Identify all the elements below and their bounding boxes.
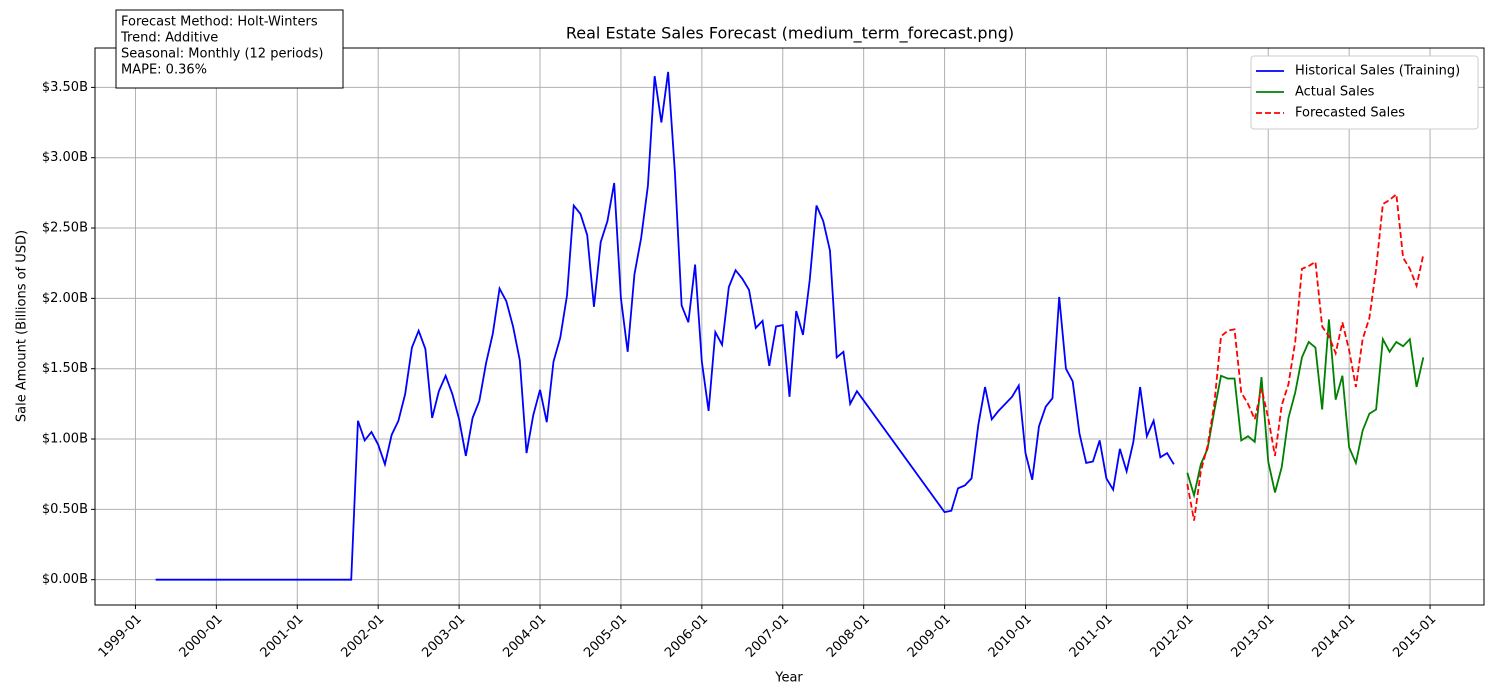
annotation-box [115,9,344,89]
x-tick-label: 2012-01 [1148,612,1197,661]
legend-label: Historical Sales (Training) [1295,64,1460,79]
annotation-text: Seasonal: Monthly (12 periods) [121,47,323,62]
x-tick-label: 2006-01 [662,612,711,661]
legend-box [1250,55,1479,130]
y-axis-label: Sale Amount (Billions of USD) [15,230,30,422]
x-tick-label: 2013-01 [1229,612,1278,661]
x-tick-label: 2000-01 [177,612,226,661]
x-tick-label: 2015-01 [1390,612,1439,661]
legend-label: Actual Sales [1295,85,1375,100]
annotation-text: Trend: Additive [120,31,218,46]
plot-frame [94,47,1485,606]
y-tick-label: $2.50B [42,221,88,236]
x-tick-label: 2007-01 [743,612,792,661]
y-tick-label: $1.50B [42,361,88,376]
x-tick-label: 2009-01 [905,612,954,661]
x-axis-label: Year [774,671,803,686]
y-tick-label: $3.50B [42,80,88,95]
y-tick-label: $3.00B [42,150,88,165]
legend-label: Forecasted Sales [1295,106,1405,121]
x-tick-label: 2004-01 [500,612,549,661]
x-tick-label: 2001-01 [258,612,307,661]
x-tick-label: 2010-01 [986,612,1035,661]
x-tick-label: 2005-01 [581,612,630,661]
annotation-text: MAPE: 0.36% [121,63,207,78]
annotation-text: Forecast Method: Holt-Winters [121,15,318,30]
series-line [1186,319,1425,499]
x-tick-label: 2011-01 [1067,612,1116,661]
x-tick-label: 2003-01 [419,612,468,661]
series-line [155,71,1175,581]
y-tick-label: $1.00B [42,432,88,447]
chart-title: Real Estate Sales Forecast (medium_term_… [566,24,1014,44]
x-tick-label: 2014-01 [1309,612,1358,661]
y-tick-label: $2.00B [42,291,88,306]
y-tick-label: $0.50B [42,502,88,517]
x-tick-label: 2008-01 [824,612,873,661]
x-tick-label: 2002-01 [338,612,387,661]
x-tick-label: 1999-01 [96,612,145,661]
series-line [1186,192,1425,521]
y-tick-label: $0.00B [42,572,88,587]
